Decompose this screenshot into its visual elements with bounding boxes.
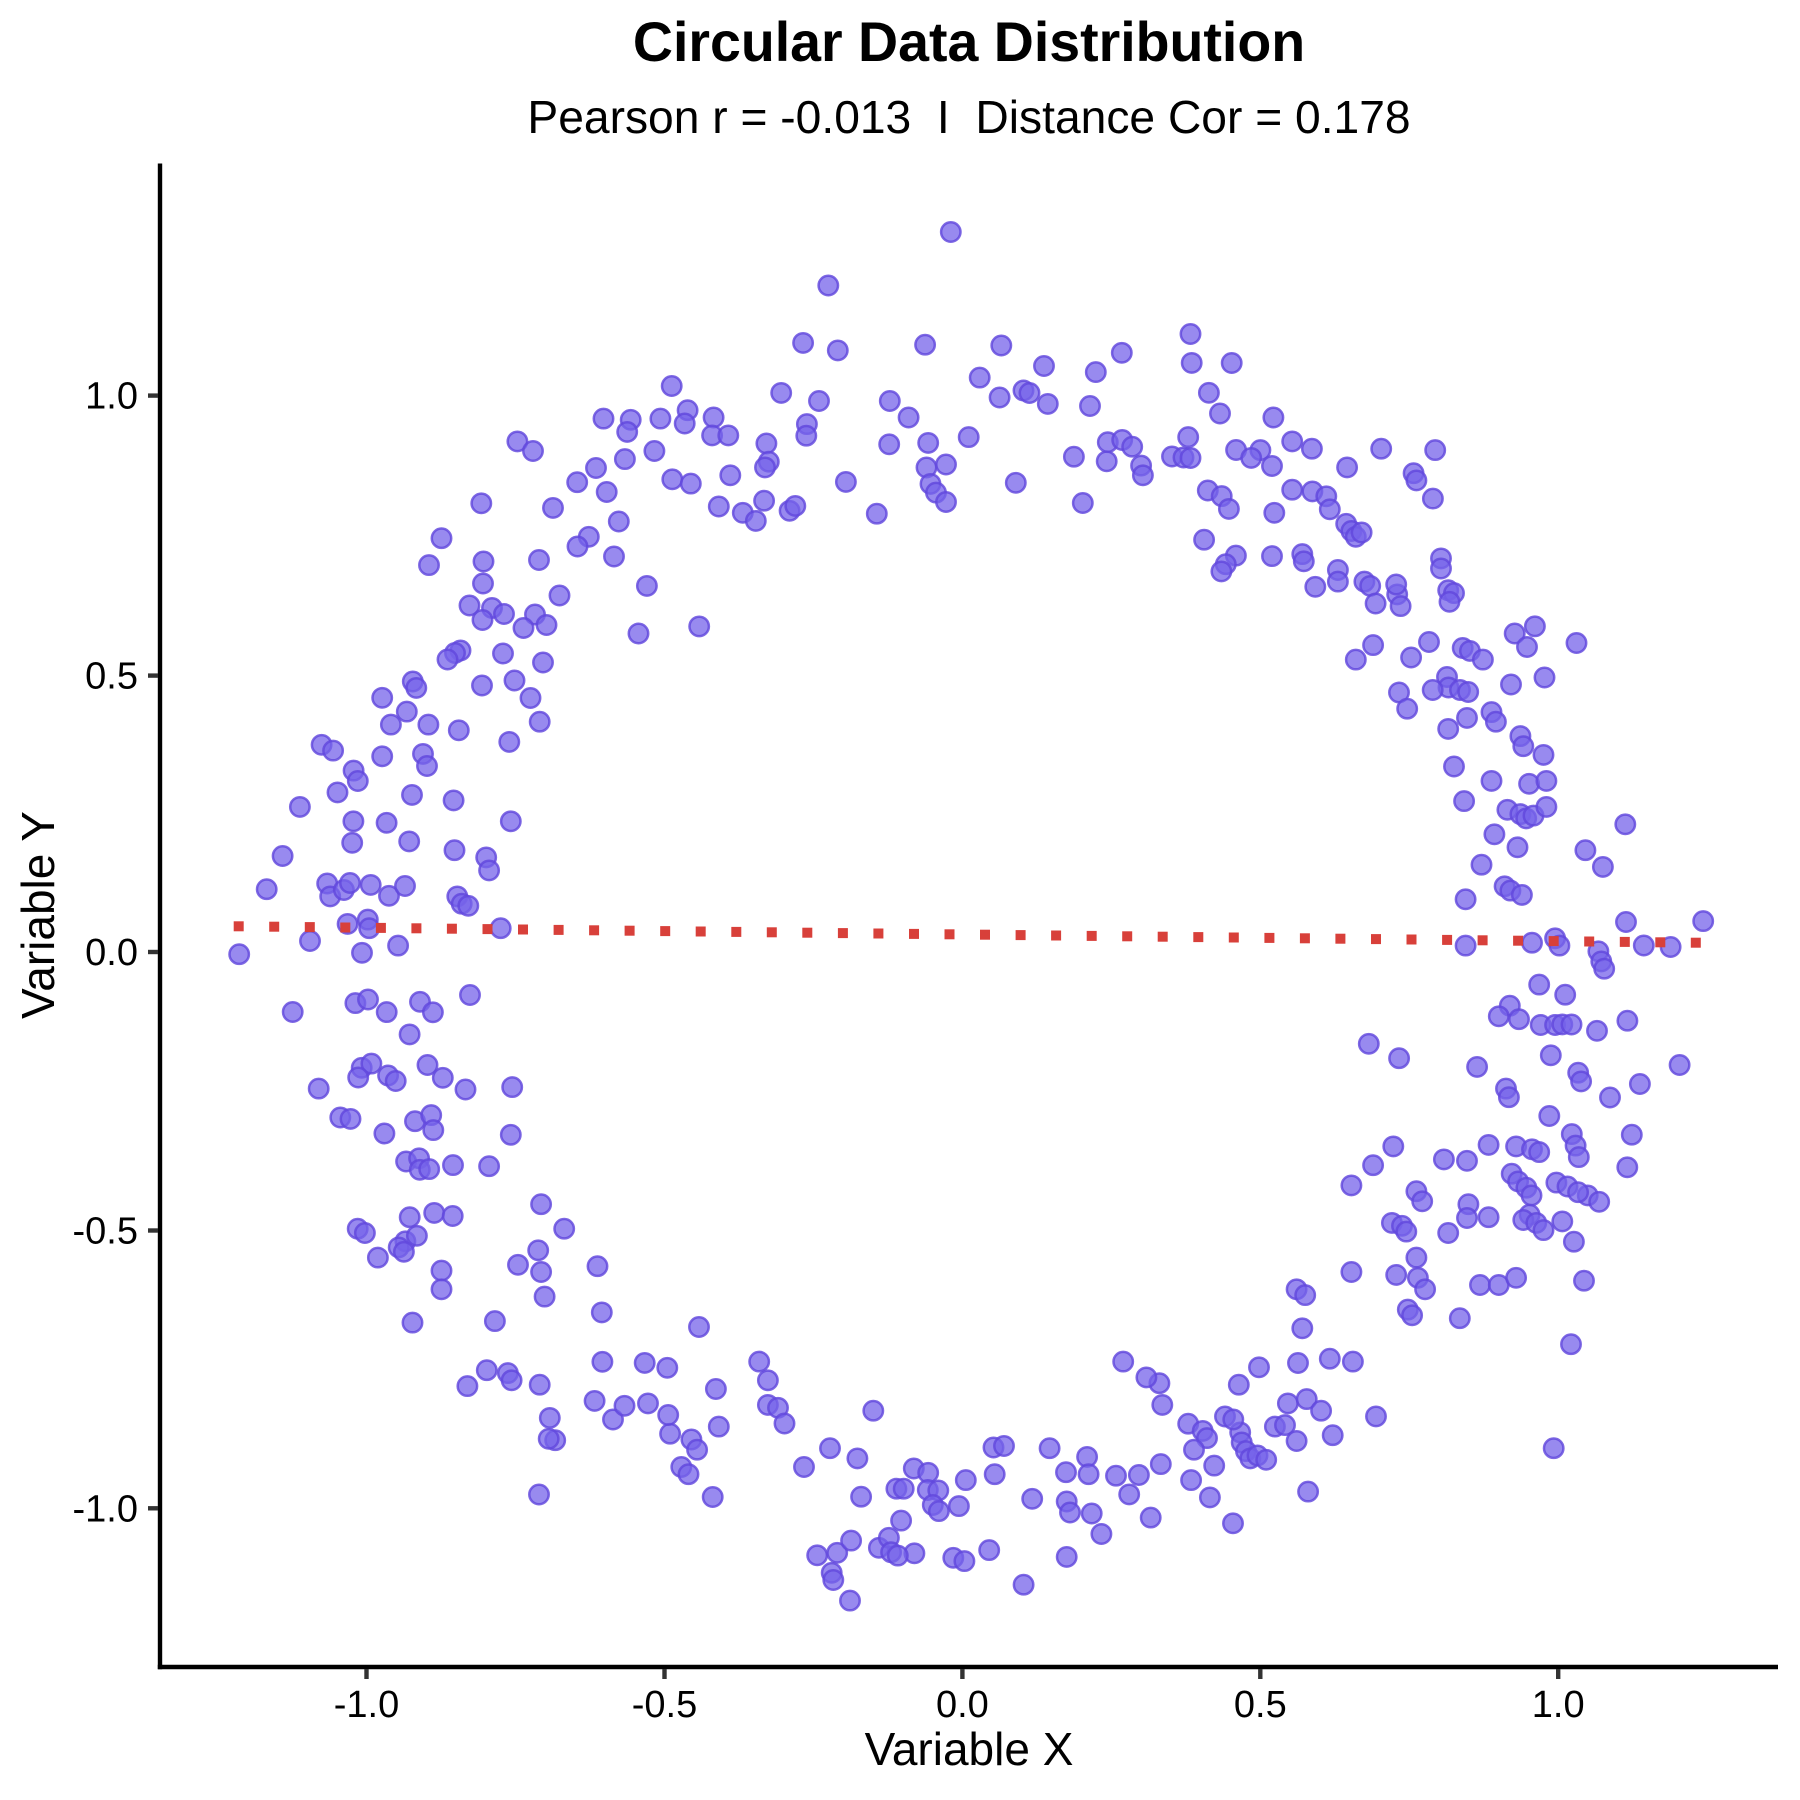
svg-text:0.5: 0.5 — [85, 656, 138, 698]
svg-text:0.5: 0.5 — [1234, 1684, 1287, 1726]
svg-text:-0.5: -0.5 — [73, 1211, 138, 1253]
svg-text:-0.5: -0.5 — [632, 1684, 697, 1726]
svg-text:Circular Data Distribution: Circular Data Distribution — [633, 11, 1305, 73]
svg-text:Variable Y: Variable Y — [12, 811, 64, 1019]
svg-text:-1.0: -1.0 — [73, 1488, 138, 1530]
svg-text:1.0: 1.0 — [85, 376, 138, 418]
svg-text:Variable X: Variable X — [865, 1723, 1074, 1775]
svg-text:1.0: 1.0 — [1532, 1684, 1585, 1726]
svg-text:0.0: 0.0 — [85, 932, 138, 974]
svg-text:0.0: 0.0 — [936, 1684, 989, 1726]
svg-text:Pearson r = -0.013 I Distanc: Pearson r = -0.013 I Distance Cor = 0.17… — [527, 91, 1410, 143]
svg-text:-1.0: -1.0 — [334, 1684, 399, 1726]
